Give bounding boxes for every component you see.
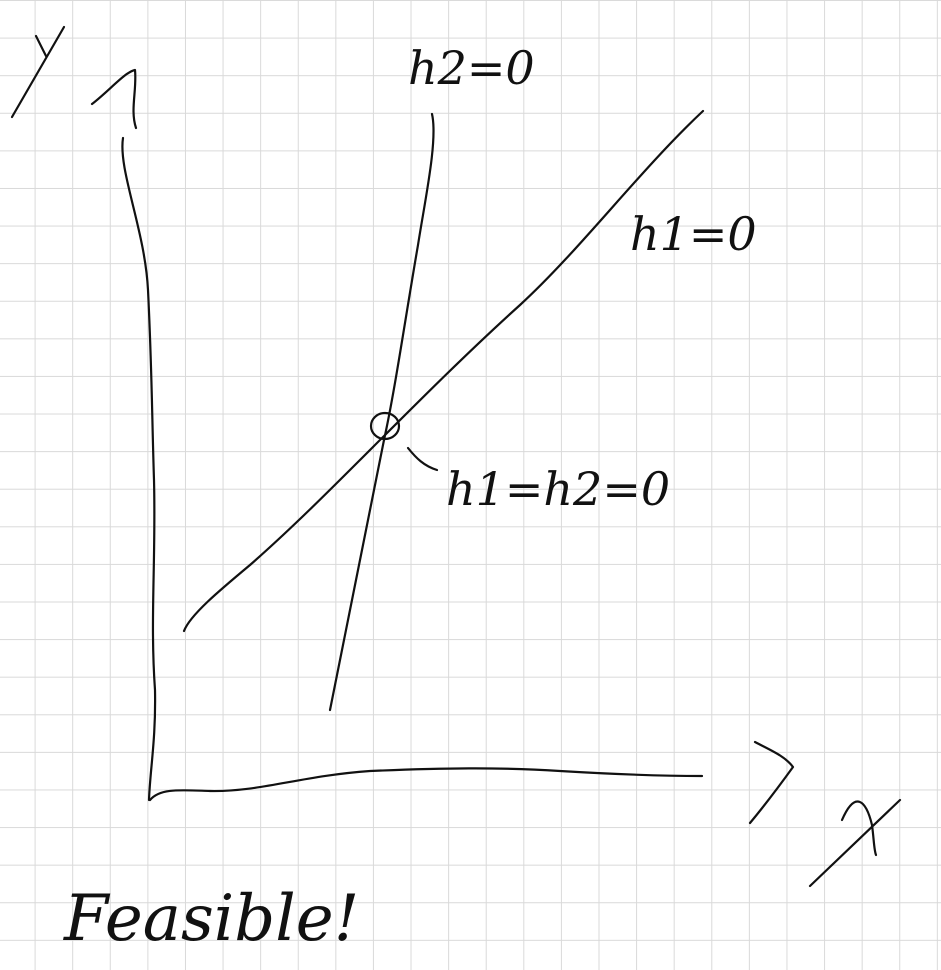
intersection-label: h1=h2=0 — [446, 462, 670, 516]
line-h2 — [328, 112, 435, 712]
intersection-pointer — [406, 446, 439, 472]
x-axis-label-glyph — [808, 798, 902, 888]
line-h2-label: h2=0 — [408, 41, 535, 95]
y-axis-label-glyph — [10, 25, 66, 119]
feasible-note: Feasible! — [63, 882, 359, 956]
x-axis-label: X — [0, 0, 1, 1]
line-h1-label: h1=0 — [630, 207, 757, 261]
y-axis — [90, 68, 157, 802]
intersection-circle — [369, 411, 401, 441]
x-axis — [148, 740, 795, 825]
line-h1 — [182, 109, 705, 633]
